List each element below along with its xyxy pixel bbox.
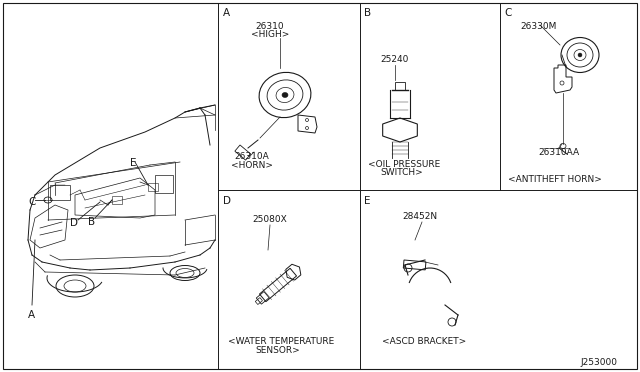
Text: A: A xyxy=(223,8,230,18)
Text: <WATER TEMPERATURE: <WATER TEMPERATURE xyxy=(228,337,334,346)
Text: C: C xyxy=(28,197,35,207)
Text: 26310AA: 26310AA xyxy=(538,148,579,157)
Bar xyxy=(235,145,251,160)
Text: E: E xyxy=(364,196,371,206)
Ellipse shape xyxy=(578,53,582,57)
Text: 25240: 25240 xyxy=(381,55,409,64)
Text: B: B xyxy=(364,8,371,18)
Text: SWITCH>: SWITCH> xyxy=(380,168,423,177)
Text: <ASCD BRACKET>: <ASCD BRACKET> xyxy=(382,337,467,346)
Bar xyxy=(403,260,426,270)
Text: B: B xyxy=(88,217,95,227)
Text: <HIGH>: <HIGH> xyxy=(251,30,289,39)
Bar xyxy=(148,183,158,191)
Text: SENSOR>: SENSOR> xyxy=(255,346,300,355)
Ellipse shape xyxy=(282,93,288,97)
Bar xyxy=(155,175,173,193)
Text: J253000: J253000 xyxy=(580,358,617,367)
Text: D: D xyxy=(223,196,231,206)
Text: 26310A: 26310A xyxy=(235,152,269,161)
Text: D: D xyxy=(70,218,78,228)
Text: 25080X: 25080X xyxy=(253,215,287,224)
Text: C: C xyxy=(504,8,511,18)
Bar xyxy=(112,196,122,204)
Text: <OIL PRESSURE: <OIL PRESSURE xyxy=(368,160,440,169)
Text: E: E xyxy=(130,158,136,168)
Text: 28452N: 28452N xyxy=(403,212,438,221)
Bar xyxy=(50,185,70,200)
Text: 26310: 26310 xyxy=(256,22,284,31)
Text: A: A xyxy=(28,310,35,320)
Text: <HORN>: <HORN> xyxy=(231,161,273,170)
Text: 26330M: 26330M xyxy=(520,22,556,31)
Bar xyxy=(395,82,405,90)
Text: <ANTITHEFT HORN>: <ANTITHEFT HORN> xyxy=(508,175,602,184)
